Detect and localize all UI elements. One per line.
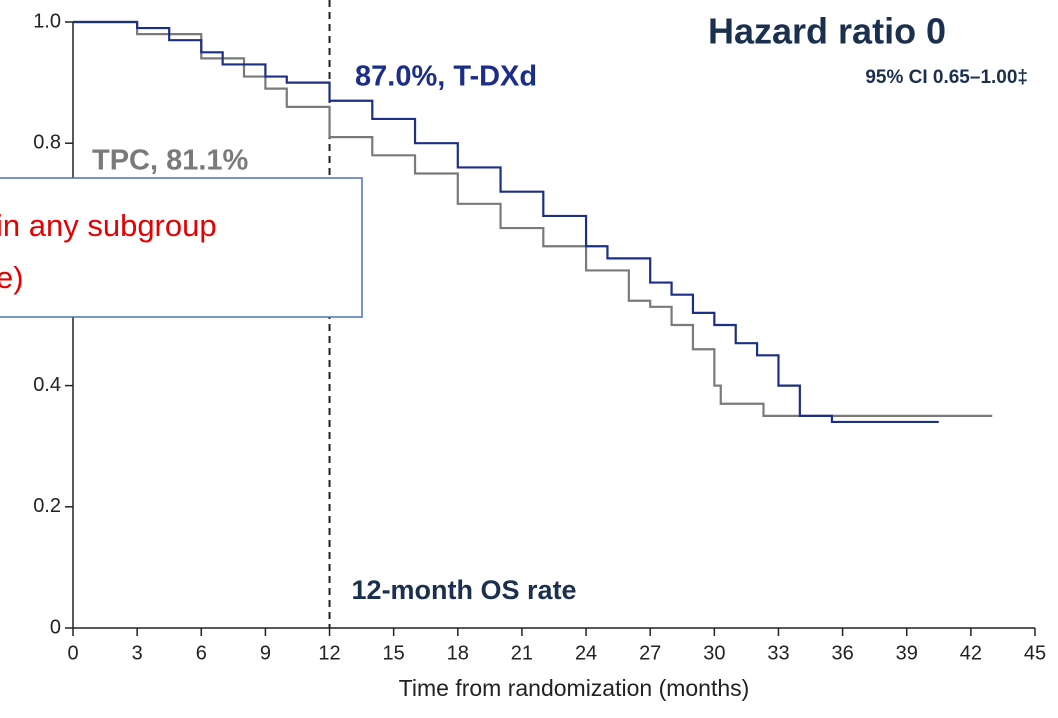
x-tick-label: 39: [896, 642, 918, 664]
x-axis-label: Time from randomization (months): [399, 675, 750, 701]
series-label: TPC, 81.1%: [92, 145, 249, 177]
y-tick-label: 0: [50, 616, 61, 638]
x-tick-label: 6: [196, 642, 207, 664]
x-tick-label: 9: [260, 642, 271, 664]
survival-curve: [73, 20, 939, 424]
x-tick-label: 18: [447, 642, 469, 664]
y-tick-label: 0.4: [33, 374, 61, 396]
x-tick-label: 0: [67, 642, 78, 664]
y-tick-label: 1.0: [33, 10, 61, 32]
x-tick-label: 15: [383, 642, 405, 664]
x-tick-label: 42: [960, 642, 982, 664]
x-tick-label: 24: [575, 642, 597, 664]
callout-text: in any subgroup: [0, 208, 217, 243]
x-tick-label: 27: [639, 642, 661, 664]
reference-label: 12-month OS rate: [352, 575, 577, 605]
x-tick-label: 30: [703, 642, 725, 664]
x-tick-label: 45: [1024, 642, 1046, 664]
y-tick-label: 0.8: [33, 131, 61, 153]
x-tick-label: 3: [132, 642, 143, 664]
x-tick-label: 36: [831, 642, 853, 664]
hazard-ratio: Hazard ratio 0: [708, 11, 946, 52]
x-tick-label: 21: [511, 642, 533, 664]
x-tick-label: 33: [767, 642, 789, 664]
series-label: 87.0%, T-DXd: [355, 61, 537, 93]
x-tick-label: 12: [318, 642, 340, 664]
y-tick-label: 0.2: [33, 495, 61, 517]
survival-curve: [73, 20, 993, 417]
callout-text: e): [0, 260, 24, 295]
confidence-interval: 95% CI 0.65–1.00‡: [865, 67, 1028, 88]
callout-box: [0, 177, 363, 318]
